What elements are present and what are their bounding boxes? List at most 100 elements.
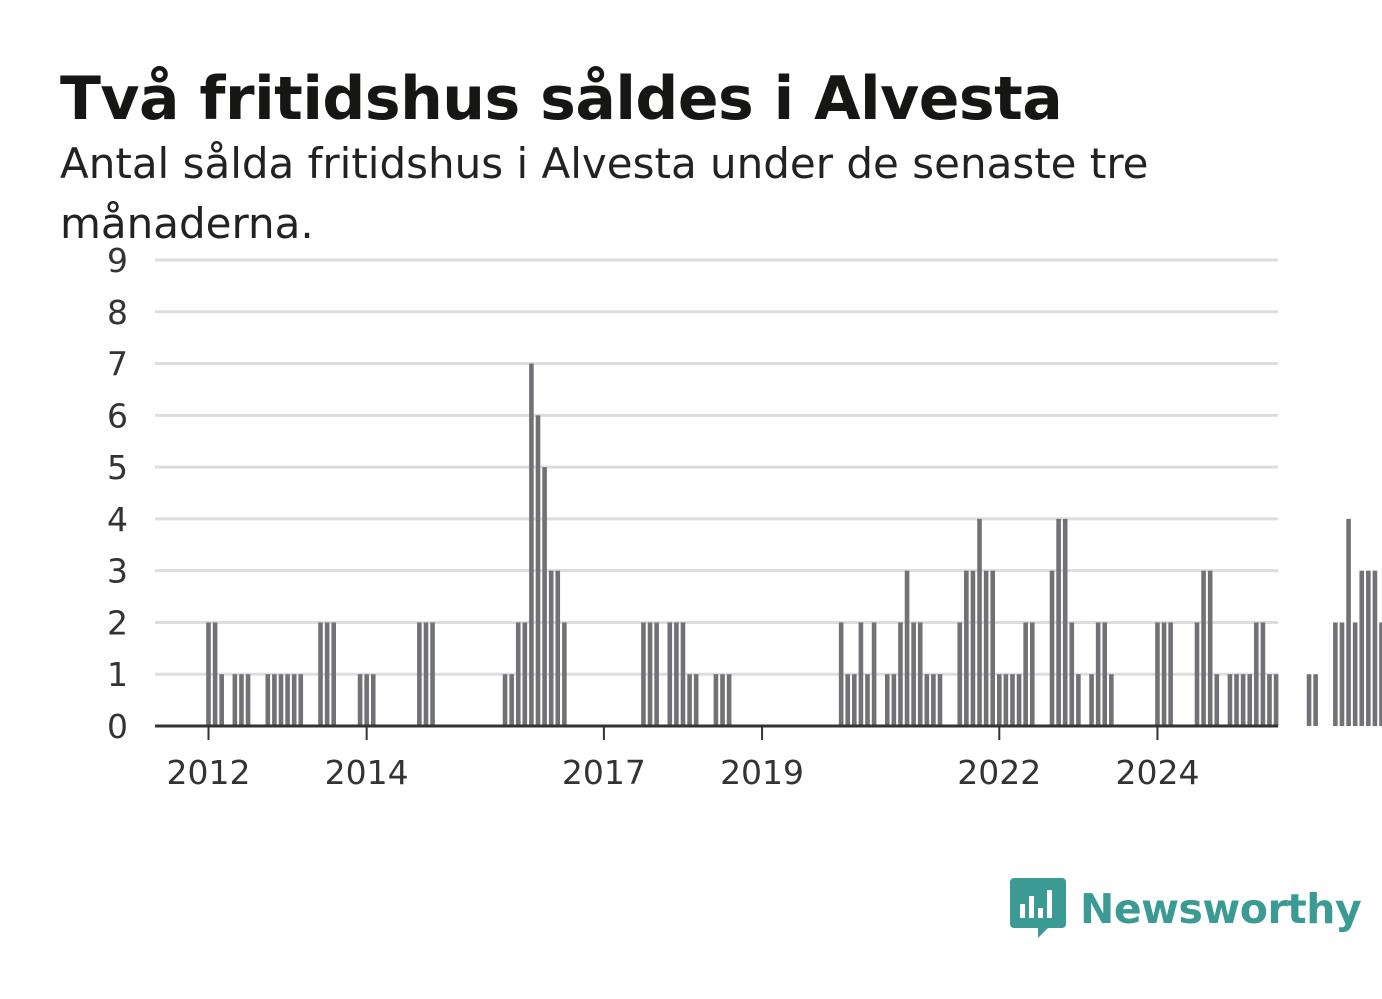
bar: [667, 622, 673, 726]
bar: [693, 674, 699, 726]
bar: [1155, 622, 1160, 726]
x-tick-label: 2024: [1115, 753, 1199, 792]
bar: [1201, 570, 1206, 726]
bar: [898, 622, 903, 726]
bar: [212, 622, 218, 726]
y-tick-label: 8: [107, 293, 128, 332]
bar: [1168, 622, 1173, 726]
bar: [318, 622, 323, 726]
y-tick-label: 9: [107, 241, 128, 280]
bar: [272, 674, 277, 726]
bar: [1333, 622, 1338, 726]
bar: [720, 674, 725, 726]
bar-series: [206, 363, 1382, 726]
bar: [245, 674, 251, 726]
bar: [522, 622, 528, 726]
bar: [219, 674, 224, 726]
bar: [1049, 570, 1055, 726]
bar: [364, 674, 369, 726]
bar: [990, 570, 996, 726]
y-tick-label: 7: [107, 345, 128, 384]
bar: [904, 570, 910, 726]
bar: [423, 622, 429, 726]
bar: [1023, 622, 1028, 726]
y-tick-label: 0: [107, 707, 128, 746]
bar: [1056, 518, 1061, 726]
newsworthy-logo: Newsworthy: [1010, 876, 1362, 942]
bar: [924, 674, 930, 726]
bar: [1029, 622, 1035, 726]
bar: [884, 674, 890, 726]
y-tick-label: 5: [107, 448, 128, 487]
bar: [1214, 674, 1220, 726]
bar: [970, 570, 976, 726]
x-tick-label: 2022: [957, 753, 1041, 792]
bar: [838, 622, 844, 726]
bar: [232, 674, 238, 726]
bar: [542, 467, 547, 726]
bar-chart-speech-bubble-icon: [1010, 878, 1066, 938]
bar: [1234, 674, 1239, 726]
bar: [1267, 674, 1272, 726]
bar: [1254, 622, 1259, 726]
bar: [562, 622, 567, 726]
x-axis-ticks: 2012 2014 2017 2019 2022 2024: [155, 724, 1278, 792]
bar: [1240, 674, 1246, 726]
bar: [291, 674, 297, 726]
bar: [509, 674, 514, 726]
y-axis-ticks: 0 1 2 3 4 5 6 7 8 9: [107, 241, 128, 746]
logo-text: Newsworthy: [1080, 885, 1362, 933]
bar: [852, 674, 857, 726]
x-tick-label: 2019: [720, 753, 804, 792]
bar: [1339, 622, 1345, 726]
bar: [370, 674, 376, 726]
y-tick-label: 4: [107, 500, 128, 539]
bar: [1089, 674, 1094, 726]
bar: [997, 674, 1002, 726]
bar: [529, 363, 534, 726]
bar: [713, 674, 719, 726]
bar: [548, 570, 554, 726]
bar: [430, 622, 435, 726]
bar: [417, 622, 422, 726]
bar: [1379, 622, 1382, 726]
bar: [1102, 622, 1108, 726]
bar: [502, 674, 508, 726]
bar: [964, 570, 969, 726]
bar: [265, 674, 271, 726]
x-tick-label: 2014: [325, 753, 409, 792]
x-tick-label: 2012: [167, 753, 251, 792]
bar: [1366, 570, 1371, 726]
bar: [1069, 622, 1075, 726]
bar: [515, 622, 521, 726]
bar: [1273, 674, 1279, 726]
bar: [324, 622, 330, 726]
bar: [1260, 622, 1266, 726]
bar: [1016, 674, 1022, 726]
bar: [535, 415, 541, 726]
bar: [680, 622, 686, 726]
bar: [1207, 570, 1213, 726]
x-tick-label: 2017: [562, 753, 646, 792]
bar: [845, 674, 851, 726]
bar: [1109, 674, 1114, 726]
bar: [654, 622, 659, 726]
bar: [1194, 622, 1200, 726]
bar: [1095, 622, 1101, 726]
bar: [1161, 622, 1167, 726]
chart-subtitle: Antal sålda fritidshus i Alvesta under d…: [60, 139, 1149, 248]
y-tick-label: 6: [107, 396, 128, 435]
bar: [891, 674, 897, 726]
bar: [1346, 518, 1351, 726]
bar: [1306, 674, 1312, 726]
bar: [871, 622, 877, 726]
bar: [1352, 622, 1358, 726]
bar: [865, 674, 870, 726]
bar: [858, 622, 864, 726]
bar: [1313, 674, 1318, 726]
bar: [278, 674, 284, 726]
bar: [1010, 674, 1015, 726]
bar: [726, 674, 732, 726]
bar: [983, 570, 989, 726]
